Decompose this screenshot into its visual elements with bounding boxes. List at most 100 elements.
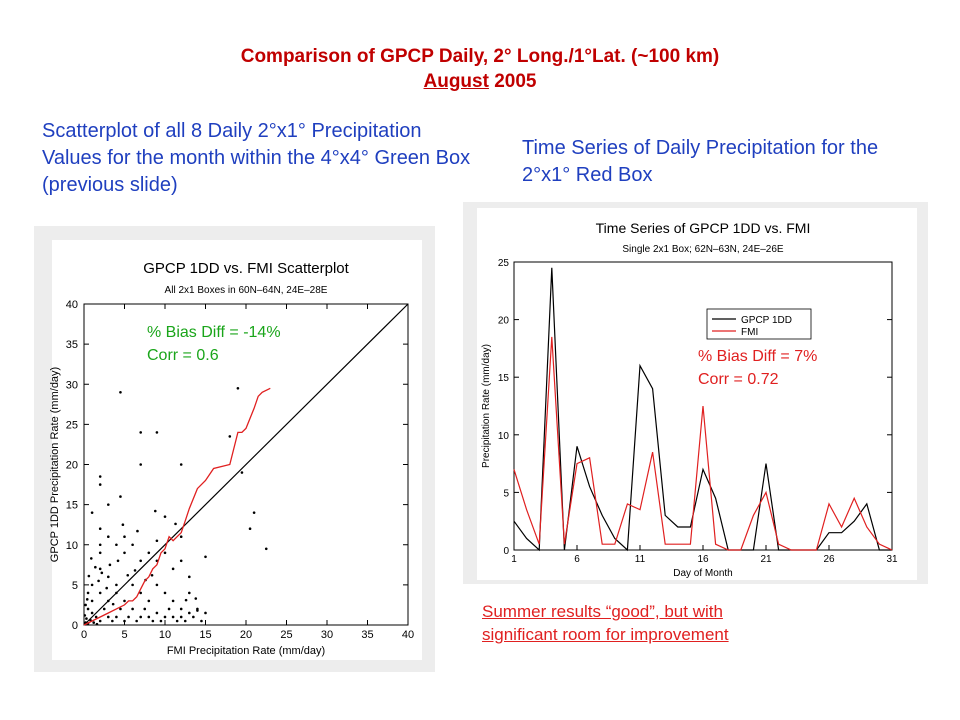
y-tick-label: 15 <box>498 373 510 384</box>
scatter-point <box>119 495 122 498</box>
scatter-point <box>175 619 179 623</box>
scatter-point <box>163 615 167 619</box>
scatter-point <box>95 622 99 626</box>
quantile-curve <box>83 387 271 626</box>
scatter-point <box>126 573 130 577</box>
x-tick-label: 40 <box>402 629 414 641</box>
timeseries-panel: Time Series of GPCP 1DD vs. FMI Single 2x… <box>463 202 928 584</box>
scatter-point <box>87 574 91 578</box>
title-line-2: August 2005 <box>0 69 960 94</box>
scatter-point <box>123 551 126 555</box>
scatter-point <box>139 591 142 595</box>
scatter-point <box>85 617 88 620</box>
scatterplot-chart: GPCP 1DD vs. FMI Scatterplot All 2x1 Boxe… <box>49 240 422 660</box>
scatter-point <box>86 607 90 611</box>
scatter-point <box>121 523 125 526</box>
scatter-point <box>102 607 106 611</box>
x-tick-label: 35 <box>361 629 373 641</box>
scatter-point <box>200 619 203 623</box>
timeseries-chart: Time Series of GPCP 1DD vs. FMI Single 2x… <box>477 208 917 580</box>
scatter-point <box>228 435 232 438</box>
scatter-point <box>171 615 175 619</box>
scatter-point <box>196 609 199 612</box>
summary-note-line-1: Summer results “good”, but with <box>482 602 723 621</box>
scatter-point <box>151 619 155 623</box>
scatter-point <box>136 529 139 533</box>
scatter-point <box>111 602 115 606</box>
scatter-point <box>92 621 96 624</box>
scatter-point <box>94 615 98 619</box>
scatter-point <box>123 535 126 539</box>
scatter-point <box>90 611 94 615</box>
scatter-point <box>188 611 191 615</box>
x-tick-label: 20 <box>240 629 252 641</box>
y-tick-label: 0 <box>72 620 78 632</box>
x-tick-label: 11 <box>635 554 646 565</box>
scatter-point <box>98 527 102 530</box>
chart-subtitle: Single 2x1 Box; 62N–63N, 24E–26E <box>622 244 784 255</box>
x-tick-label: 15 <box>199 629 211 641</box>
scatter-point <box>90 599 94 603</box>
scatter-point <box>123 619 126 623</box>
scatter-point <box>155 583 159 587</box>
scatter-point <box>85 598 89 601</box>
scatter-point <box>184 598 188 602</box>
x-tick-label: 21 <box>760 554 772 565</box>
scatter-point <box>111 619 114 623</box>
plot-background <box>477 208 917 580</box>
chart-title: Time Series of GPCP 1DD vs. FMI <box>596 220 811 236</box>
scatter-point <box>119 390 122 394</box>
y-tick-label: 0 <box>503 546 509 557</box>
title-year: 2005 <box>488 71 537 92</box>
scatter-point <box>116 559 120 563</box>
chart-title: GPCP 1DD vs. FMI Scatterplot <box>143 260 349 277</box>
scatter-point <box>159 619 163 623</box>
scatter-point <box>98 619 102 623</box>
y-tick-label: 25 <box>66 419 78 431</box>
scatter-point <box>107 503 110 506</box>
one-to-one-line <box>83 303 409 626</box>
scatter-caption: Scatterplot of all 8 Daily 2°x1° Precipi… <box>42 120 471 196</box>
scatter-point <box>174 522 177 526</box>
scatter-point <box>204 611 207 615</box>
legend-box <box>706 308 812 340</box>
scatter-point <box>131 607 134 611</box>
scatter-point <box>143 607 147 611</box>
scatter-point <box>98 483 102 486</box>
timeseries-bias-annotation: % Bias Diff = 7% <box>698 348 817 365</box>
x-axis-label: Day of Month <box>673 568 732 579</box>
summary-note-line-2: significant room for improvement <box>482 625 729 644</box>
scatter-point <box>115 543 118 547</box>
x-axis-label: FMI Precipitation Rate (mm/day) <box>167 645 325 657</box>
scatter-point <box>133 569 137 572</box>
y-tick-label: 20 <box>498 316 510 327</box>
scatter-point <box>139 559 142 563</box>
title-line-1: Comparison of GPCP Daily, 2° Long./1°Lat… <box>240 46 720 67</box>
scatter-point <box>84 603 87 607</box>
chart-subtitle: All 2x1 Boxes in 60N–64N, 24E–28E <box>165 285 328 296</box>
x-tick-label: 25 <box>280 629 292 641</box>
scatter-point <box>98 475 102 478</box>
scatter-point <box>90 511 94 514</box>
scatter-point <box>139 615 142 619</box>
scatter-point <box>131 583 134 587</box>
scatter-point <box>86 591 90 595</box>
scatter-point <box>171 567 175 571</box>
scatter-point <box>115 591 118 595</box>
scatter-point <box>167 607 171 611</box>
y-tick-label: 10 <box>498 431 510 442</box>
x-tick-label: 1 <box>511 554 517 565</box>
scatter-point <box>183 619 187 623</box>
scatter-point <box>90 583 94 587</box>
scatter-point <box>194 597 198 600</box>
scatter-point <box>97 579 100 583</box>
y-tick-label: 5 <box>72 580 78 592</box>
scatter-point <box>188 591 191 595</box>
y-tick-label: 10 <box>66 540 78 552</box>
scatter-point <box>163 551 167 555</box>
x-tick-label: 16 <box>697 554 709 565</box>
y-tick-label: 15 <box>66 500 78 512</box>
scatter-point <box>163 591 167 595</box>
scatter-point <box>155 539 159 543</box>
